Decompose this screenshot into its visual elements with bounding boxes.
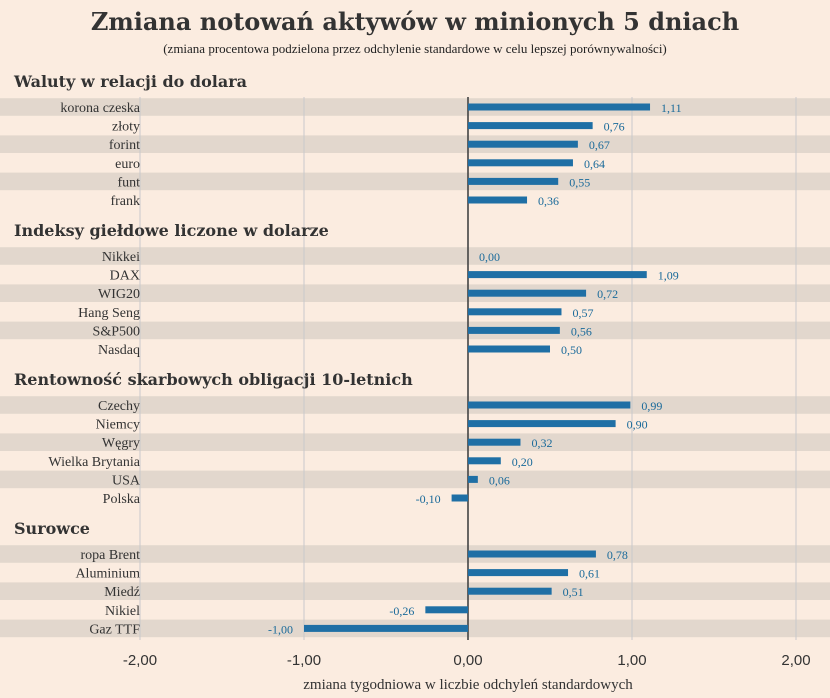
- data-label: -0,10: [416, 492, 441, 506]
- x-tick-label: -1,00: [287, 652, 321, 669]
- category-label: Nikiel: [105, 604, 140, 619]
- bar: [468, 345, 550, 353]
- category-label: frank: [110, 194, 140, 209]
- row-band: [0, 247, 830, 265]
- data-label: 0,64: [584, 157, 605, 171]
- bar: [468, 401, 631, 409]
- data-label: 0,99: [641, 399, 662, 413]
- bar: [468, 196, 528, 204]
- category-label: WIG20: [98, 287, 140, 302]
- data-label: 0,00: [479, 250, 500, 264]
- data-label: 0,20: [512, 455, 533, 469]
- data-label: 0,67: [589, 138, 610, 152]
- data-label: 0,56: [571, 324, 592, 338]
- data-label: 0,55: [569, 175, 590, 189]
- data-label: 0,06: [489, 473, 510, 487]
- bar: [468, 159, 573, 167]
- category-label: korona czeska: [60, 101, 140, 116]
- category-label: złoty: [112, 120, 140, 135]
- row-band: [0, 545, 830, 563]
- data-label: 0,72: [597, 287, 618, 301]
- group-title: Rentowność skarbowych obligacji 10-letni…: [14, 370, 413, 389]
- data-label: 0,57: [572, 306, 593, 320]
- data-label: -1,00: [268, 622, 293, 636]
- x-tick-label: 0,00: [453, 652, 482, 669]
- row-band: [0, 284, 830, 302]
- bars: [304, 103, 651, 632]
- category-label: ropa Brent: [81, 548, 141, 563]
- bar: [451, 494, 468, 502]
- labels: Waluty w relacji do dolara korona czeska 1…: [13, 72, 811, 669]
- bar: [468, 289, 587, 297]
- category-label: funt: [117, 175, 140, 190]
- bar: [468, 457, 501, 465]
- category-label: Niemcy: [96, 418, 140, 433]
- category-label: forint: [109, 138, 140, 153]
- row-band: [0, 172, 830, 191]
- row-band: [0, 582, 830, 600]
- group-title: Surowce: [14, 519, 90, 538]
- x-tick-label: 2,00: [781, 652, 810, 669]
- bar: [468, 122, 593, 130]
- category-label: Polska: [103, 492, 141, 507]
- category-label: USA: [112, 473, 141, 488]
- data-label: 1,09: [658, 269, 679, 283]
- data-label: 0,32: [531, 436, 552, 450]
- category-label: DAX: [110, 269, 140, 284]
- group-title: Waluty w relacji do dolara: [13, 72, 247, 91]
- bar: [425, 606, 468, 614]
- bar: [468, 569, 569, 577]
- category-label: euro: [115, 157, 140, 172]
- category-label: Węgry: [102, 436, 140, 451]
- category-label: Hang Seng: [78, 306, 140, 321]
- x-tick-label: -2,00: [123, 652, 157, 669]
- bar: [468, 140, 578, 148]
- bar: [468, 308, 562, 316]
- chart-title: Zmiana notowań aktywów w minionych 5 dni…: [91, 7, 739, 36]
- data-label: 0,50: [561, 343, 582, 357]
- x-tick-label: 1,00: [617, 652, 646, 669]
- row-band: [0, 433, 830, 451]
- category-label: Czechy: [98, 399, 140, 414]
- data-label: 0,90: [627, 418, 648, 432]
- row-band: [0, 396, 830, 414]
- category-label: Aluminium: [75, 567, 140, 582]
- bar: [468, 326, 560, 334]
- data-label: -0,26: [389, 604, 414, 618]
- row-band: [0, 321, 830, 340]
- bar: [468, 103, 651, 111]
- category-label: S&P500: [93, 324, 140, 339]
- category-label: Nasdaq: [98, 343, 140, 358]
- row-band: [0, 98, 830, 116]
- category-label: Gaz TTF: [89, 622, 140, 637]
- bar: [468, 550, 596, 558]
- data-label: 0,36: [538, 194, 559, 208]
- category-label: Nikkei: [102, 250, 140, 265]
- row-bands: [0, 98, 830, 638]
- bar: [304, 624, 468, 632]
- gridlines: [139, 97, 797, 640]
- bar: [468, 587, 552, 595]
- group-title: Indeksy giełdowe liczone w dolarze: [14, 221, 329, 240]
- data-label: 0,51: [563, 585, 584, 599]
- category-label: Miedź: [104, 585, 140, 600]
- bar: [468, 271, 647, 279]
- data-label: 0,76: [604, 120, 625, 134]
- row-band: [0, 470, 830, 489]
- row-band: [0, 135, 830, 153]
- data-label: 0,61: [579, 567, 600, 581]
- category-label: Wielka Brytania: [48, 455, 140, 470]
- bar: [468, 438, 521, 446]
- data-label: 0,78: [607, 548, 628, 562]
- bar: [468, 420, 616, 428]
- x-axis-label: zmiana tygodniowa w liczbie odchyleń sta…: [303, 677, 633, 693]
- chart-subtitle: (zmiana procentowa podzielona przez odch…: [163, 41, 667, 56]
- data-label: 1,11: [661, 101, 682, 115]
- bar: [468, 475, 478, 483]
- bar: [468, 177, 559, 185]
